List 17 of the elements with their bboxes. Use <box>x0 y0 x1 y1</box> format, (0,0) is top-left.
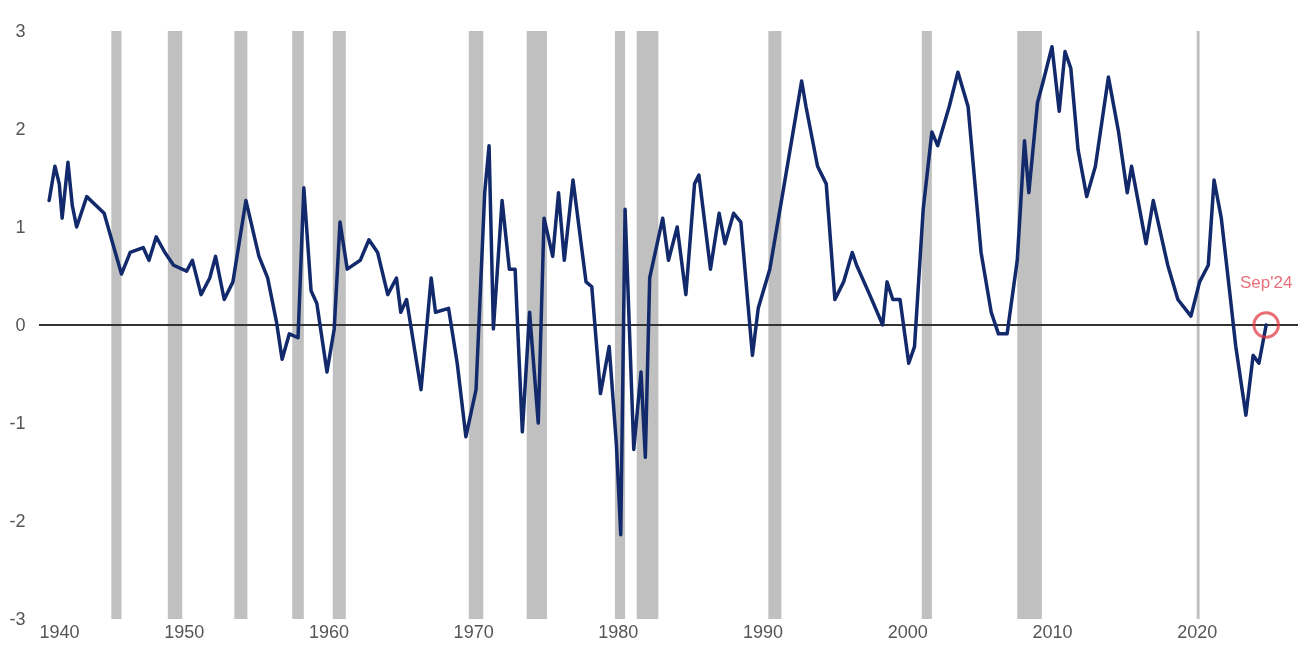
x-tick-label: 1990 <box>743 621 784 642</box>
x-tick-label: 1980 <box>598 621 639 642</box>
y-tick-label: 0 <box>15 314 26 335</box>
y-tick-label: 1 <box>15 216 26 237</box>
x-tick-label: 2000 <box>887 621 928 642</box>
y-tick-label: -3 <box>9 608 26 629</box>
x-tick-label: 2010 <box>1032 621 1073 642</box>
x-tick-label: 1960 <box>308 621 349 642</box>
y-tick-label: 2 <box>15 118 26 139</box>
x-tick-label: 1940 <box>39 621 80 642</box>
y-tick-label: -2 <box>9 510 26 531</box>
x-tick-label: 1970 <box>453 621 494 642</box>
y-tick-label: 3 <box>15 20 26 41</box>
annotation: Sep'24 <box>1239 273 1293 292</box>
x-tick-label: 1950 <box>164 621 205 642</box>
y-tick-label: -1 <box>9 412 26 433</box>
x-tick-label: 2020 <box>1177 621 1218 642</box>
